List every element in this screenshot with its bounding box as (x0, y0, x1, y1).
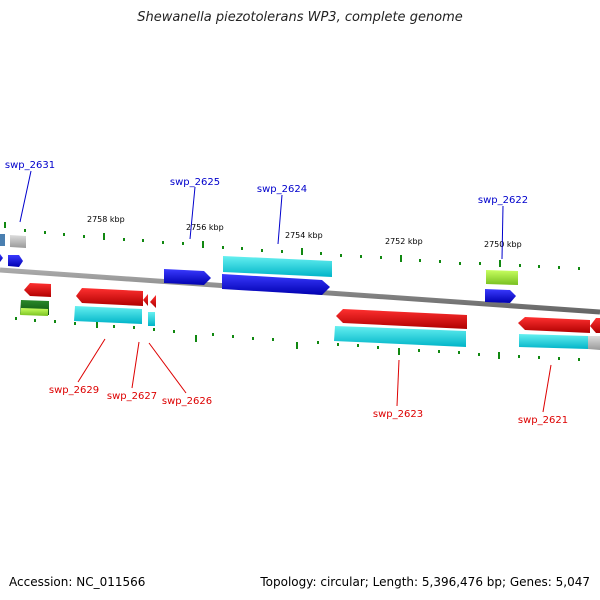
reverse-features (20, 283, 600, 350)
gene-feature[interactable] (223, 256, 332, 277)
label-leader (501, 205, 504, 260)
forward-features (0, 234, 518, 303)
gene-feature[interactable] (334, 326, 466, 347)
scale-label: 2758 kbp (87, 215, 125, 224)
label-leader (148, 342, 187, 394)
gene-feature[interactable] (336, 309, 467, 329)
label-leader (189, 186, 196, 240)
gene-feature[interactable] (148, 312, 155, 326)
label-leader (277, 194, 283, 245)
gene-feature[interactable] (518, 317, 590, 333)
label-leader (77, 338, 106, 383)
gene-feature[interactable] (486, 270, 518, 285)
gene-label-swp_2624[interactable]: swp_2624 (257, 184, 307, 195)
scale-label: 2752 kbp (385, 237, 423, 246)
gene-label-swp_2623[interactable]: swp_2623 (373, 409, 423, 420)
lower-ticks (15, 317, 580, 361)
label-leader (19, 170, 32, 223)
gene-feature[interactable] (588, 336, 600, 350)
gene-label-swp_2621[interactable]: swp_2621 (518, 415, 568, 426)
gene-label-swp_2631[interactable]: swp_2631 (5, 160, 55, 171)
gene-feature[interactable] (143, 294, 148, 306)
gene-label-swp_2626[interactable]: swp_2626 (162, 396, 212, 407)
gene-label-swp_2629[interactable]: swp_2629 (49, 385, 99, 396)
scale-label: 2754 kbp (285, 231, 323, 240)
gene-feature[interactable] (222, 274, 330, 295)
label-leader (396, 359, 400, 407)
gene-feature[interactable] (20, 308, 48, 316)
gene-feature[interactable] (0, 234, 5, 246)
upper-ticks (4, 222, 580, 270)
label-leader (542, 364, 552, 413)
gene-feature[interactable] (519, 334, 588, 349)
gene-feature[interactable] (10, 235, 26, 248)
scale-label: 2756 kbp (186, 223, 224, 232)
gene-feature[interactable] (76, 288, 143, 306)
gene-feature[interactable] (0, 254, 3, 262)
label-leader (131, 341, 140, 389)
gene-feature[interactable] (164, 269, 211, 285)
map-title: Shewanella piezotolerans WP3, complete g… (137, 10, 463, 25)
gene-feature[interactable] (590, 318, 600, 333)
gene-label-swp_2627[interactable]: swp_2627 (107, 391, 157, 402)
gene-feature[interactable] (150, 295, 156, 308)
gene-feature[interactable] (24, 283, 51, 297)
gene-feature[interactable] (485, 289, 516, 303)
gene-feature[interactable] (74, 306, 142, 324)
scale-label: 2750 kbp (484, 240, 522, 249)
topology-text: Topology: circular; Length: 5,396,476 bp… (260, 575, 590, 589)
gene-label-swp_2625[interactable]: swp_2625 (170, 177, 220, 188)
gene-label-swp_2622[interactable]: swp_2622 (478, 195, 528, 206)
accession-text: Accession: NC_011566 (9, 575, 146, 589)
gene-feature[interactable] (8, 255, 23, 267)
